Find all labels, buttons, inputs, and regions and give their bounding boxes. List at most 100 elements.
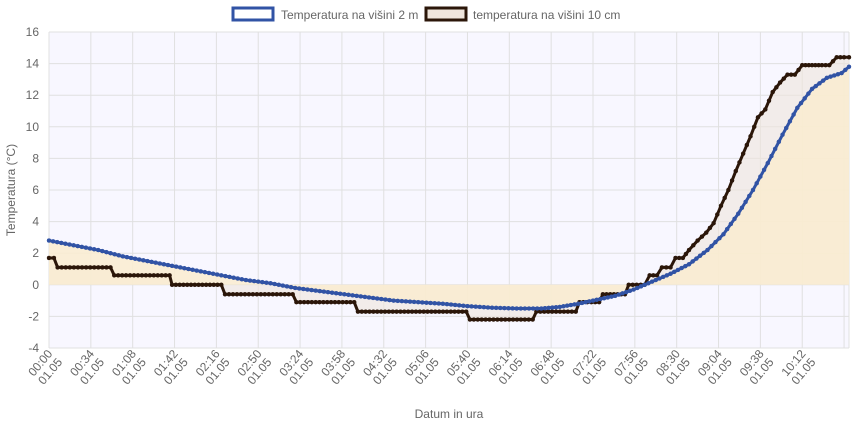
data-point-temp-2m[interactable]	[761, 167, 767, 173]
data-point-temp-10cm[interactable]	[479, 317, 484, 322]
data-point-temp-2m[interactable]	[190, 267, 195, 273]
data-point-temp-10cm[interactable]	[131, 273, 137, 278]
data-point-temp-2m[interactable]	[120, 254, 126, 259]
data-point-temp-2m[interactable]	[579, 300, 585, 306]
data-point-temp-10cm[interactable]	[207, 282, 213, 288]
data-point-temp-10cm[interactable]	[557, 309, 563, 314]
data-point-temp-2m[interactable]	[616, 292, 622, 297]
data-point-temp-10cm[interactable]	[755, 115, 761, 120]
data-point-temp-10cm[interactable]	[659, 265, 665, 270]
data-point-temp-10cm[interactable]	[375, 309, 380, 314]
data-point-temp-10cm[interactable]	[626, 282, 631, 288]
data-point-temp-2m[interactable]	[649, 279, 655, 284]
data-point-temp-10cm[interactable]	[119, 273, 125, 278]
data-point-temp-10cm[interactable]	[683, 251, 689, 257]
data-point-temp-10cm[interactable]	[92, 265, 97, 270]
data-point-temp-2m[interactable]	[239, 277, 245, 282]
data-point-temp-2m[interactable]	[798, 100, 804, 106]
data-point-temp-10cm[interactable]	[324, 299, 330, 305]
data-point-temp-2m[interactable]	[546, 305, 551, 311]
data-point-temp-10cm[interactable]	[463, 309, 469, 314]
data-point-temp-10cm[interactable]	[115, 273, 121, 278]
data-point-temp-10cm[interactable]	[433, 309, 438, 314]
data-point-temp-2m[interactable]	[333, 290, 339, 296]
data-point-temp-10cm[interactable]	[230, 292, 236, 297]
data-point-temp-10cm[interactable]	[234, 292, 240, 297]
data-point-temp-10cm[interactable]	[748, 134, 753, 139]
data-point-temp-10cm[interactable]	[827, 62, 832, 68]
data-point-temp-10cm[interactable]	[254, 292, 260, 297]
data-point-temp-2m[interactable]	[161, 262, 167, 267]
data-point-temp-2m[interactable]	[568, 302, 574, 308]
data-point-temp-10cm[interactable]	[371, 309, 376, 314]
data-point-temp-2m[interactable]	[411, 299, 417, 305]
data-point-temp-10cm[interactable]	[386, 309, 392, 314]
data-point-temp-2m[interactable]	[329, 290, 335, 295]
data-point-temp-2m[interactable]	[379, 296, 384, 302]
data-point-temp-2m[interactable]	[721, 231, 726, 237]
data-point-temp-2m[interactable]	[292, 285, 298, 291]
data-point-temp-2m[interactable]	[91, 247, 97, 252]
data-point-temp-2m[interactable]	[457, 303, 462, 308]
data-point-temp-2m[interactable]	[564, 303, 570, 308]
data-point-temp-2m[interactable]	[701, 250, 707, 256]
data-point-temp-2m[interactable]	[350, 293, 355, 298]
data-point-temp-2m[interactable]	[305, 287, 310, 292]
data-point-temp-10cm[interactable]	[313, 299, 318, 305]
data-point-temp-10cm[interactable]	[398, 309, 403, 314]
data-point-temp-10cm[interactable]	[192, 282, 198, 288]
data-point-temp-10cm[interactable]	[328, 299, 334, 305]
data-point-temp-10cm[interactable]	[394, 309, 399, 314]
data-point-temp-10cm[interactable]	[429, 309, 434, 314]
data-point-temp-10cm[interactable]	[219, 282, 224, 288]
data-point-temp-10cm[interactable]	[726, 187, 731, 193]
data-point-temp-2m[interactable]	[309, 287, 314, 293]
data-point-temp-2m[interactable]	[743, 199, 748, 205]
data-point-temp-10cm[interactable]	[729, 178, 735, 183]
data-point-temp-10cm[interactable]	[663, 265, 669, 270]
data-point-temp-2m[interactable]	[219, 273, 224, 278]
data-point-temp-10cm[interactable]	[436, 309, 442, 314]
data-point-temp-10cm[interactable]	[242, 292, 248, 297]
data-point-temp-2m[interactable]	[116, 253, 121, 258]
data-point-temp-2m[interactable]	[477, 304, 483, 310]
data-point-temp-10cm[interactable]	[155, 273, 160, 278]
data-point-temp-10cm[interactable]	[188, 282, 194, 288]
data-point-temp-2m[interactable]	[325, 289, 331, 295]
data-point-temp-2m[interactable]	[448, 302, 454, 307]
data-point-temp-10cm[interactable]	[510, 317, 516, 322]
data-point-temp-2m[interactable]	[502, 305, 507, 311]
data-point-temp-10cm[interactable]	[226, 292, 232, 297]
data-point-temp-2m[interactable]	[71, 243, 76, 248]
data-point-temp-10cm[interactable]	[286, 292, 291, 297]
data-point-temp-2m[interactable]	[260, 279, 265, 285]
data-point-temp-2m[interactable]	[690, 259, 695, 264]
data-point-temp-2m[interactable]	[769, 153, 774, 159]
data-point-temp-2m[interactable]	[620, 291, 625, 296]
data-point-temp-2m[interactable]	[284, 284, 290, 289]
data-point-temp-10cm[interactable]	[425, 309, 430, 314]
data-point-temp-10cm[interactable]	[475, 317, 481, 322]
data-point-temp-2m[interactable]	[776, 139, 782, 145]
data-point-temp-10cm[interactable]	[159, 273, 164, 278]
legend-label-temp-2m[interactable]: Temperatura na višini 2 m	[281, 8, 418, 22]
data-point-temp-10cm[interactable]	[378, 309, 384, 314]
data-point-temp-2m[interactable]	[530, 306, 536, 311]
data-point-temp-2m[interactable]	[713, 239, 718, 245]
data-point-temp-10cm[interactable]	[75, 265, 81, 270]
data-point-temp-10cm[interactable]	[246, 292, 252, 297]
data-point-temp-2m[interactable]	[705, 247, 710, 253]
data-point-temp-2m[interactable]	[750, 187, 756, 193]
data-point-temp-2m[interactable]	[709, 243, 714, 249]
data-point-temp-10cm[interactable]	[83, 265, 89, 270]
data-point-temp-10cm[interactable]	[203, 282, 209, 288]
data-point-temp-2m[interactable]	[583, 299, 588, 305]
data-point-temp-2m[interactable]	[141, 258, 146, 263]
data-point-temp-10cm[interactable]	[196, 282, 201, 288]
data-point-temp-10cm[interactable]	[483, 317, 488, 322]
data-point-temp-2m[interactable]	[182, 265, 187, 271]
data-point-temp-2m[interactable]	[407, 299, 413, 304]
data-point-temp-10cm[interactable]	[135, 273, 141, 278]
data-point-temp-2m[interactable]	[481, 304, 487, 310]
data-point-temp-10cm[interactable]	[290, 292, 295, 297]
